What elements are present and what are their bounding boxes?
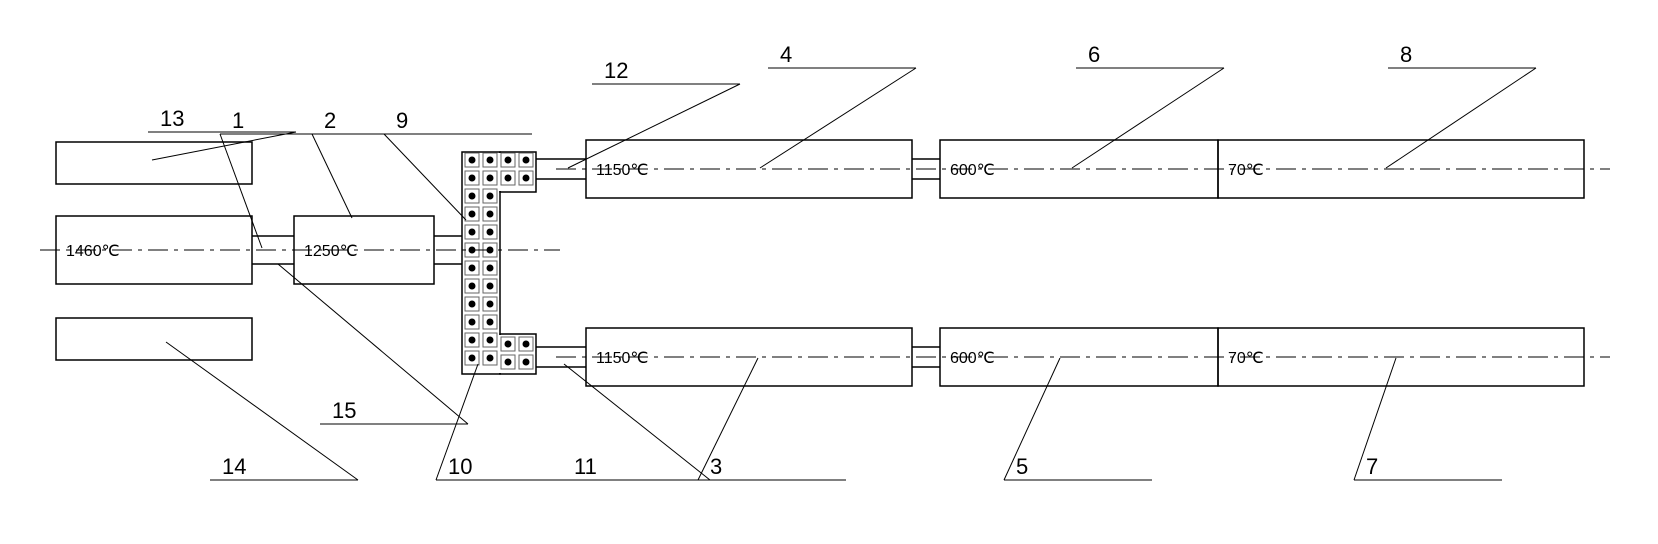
block-b7-value: 70℃ <box>1228 350 1264 367</box>
block-b1-value: 1460℃ <box>66 243 120 260</box>
label-5-leader <box>1004 358 1060 480</box>
label-3-leader <box>698 358 758 480</box>
label-13: 13 <box>160 106 184 131</box>
junction-dot <box>487 211 493 217</box>
junction-dot <box>505 175 511 181</box>
junction-dot <box>487 193 493 199</box>
junction-bottom-arm <box>500 334 536 374</box>
junction-dot <box>505 341 511 347</box>
junction-dot <box>523 157 529 163</box>
junction-dot <box>487 319 493 325</box>
label-7: 7 <box>1366 454 1378 479</box>
junction-dot <box>487 355 493 361</box>
label-5: 5 <box>1016 454 1028 479</box>
junction-dot <box>523 175 529 181</box>
label-2: 2 <box>324 108 336 133</box>
junction-dot <box>469 265 475 271</box>
label-14-leader <box>166 342 358 480</box>
label-6-leader <box>1072 68 1224 168</box>
junction-dot <box>487 283 493 289</box>
junction-dot <box>505 359 511 365</box>
junction-dot <box>469 355 475 361</box>
label-2-leader <box>312 134 352 218</box>
block-b13 <box>56 142 252 184</box>
junction-dot <box>469 229 475 235</box>
block-b3-value: 1150℃ <box>596 350 648 367</box>
junction-dot <box>469 301 475 307</box>
label-4: 4 <box>780 42 792 67</box>
label-8-leader <box>1386 68 1536 168</box>
junction-dot <box>469 319 475 325</box>
label-6: 6 <box>1088 42 1100 67</box>
label-14: 14 <box>222 454 246 479</box>
block-b8-value: 70℃ <box>1228 162 1264 179</box>
junction-dot <box>487 301 493 307</box>
block-b5-value: 600℃ <box>950 350 995 367</box>
junction-dot <box>469 157 475 163</box>
junction-dot <box>469 283 475 289</box>
label-15: 15 <box>332 398 356 423</box>
block-b2-value: 1250℃ <box>304 243 358 260</box>
junction-dot <box>469 211 475 217</box>
junction-dot <box>487 157 493 163</box>
label-13-leader <box>152 132 296 160</box>
label-4-leader <box>760 68 916 168</box>
junction-dot <box>487 175 493 181</box>
junction-dot <box>523 359 529 365</box>
junction-dot <box>469 337 475 343</box>
label-11: 11 <box>574 454 597 479</box>
label-12-leader <box>568 84 740 168</box>
label-3: 3 <box>710 454 722 479</box>
block-b14 <box>56 318 252 360</box>
label-8: 8 <box>1400 42 1412 67</box>
junction-dot <box>523 341 529 347</box>
label-10: 10 <box>448 454 472 479</box>
label-1: 1 <box>232 108 244 133</box>
junction-dot <box>469 175 475 181</box>
junction-dot <box>505 157 511 163</box>
diagram-canvas: 1460℃1250℃1150℃600℃70℃1150℃600℃70℃123456… <box>0 0 1658 544</box>
block-b4-value: 1150℃ <box>596 162 648 179</box>
label-12: 12 <box>604 58 628 83</box>
junction-dot <box>487 337 493 343</box>
label-9-leader <box>384 134 466 220</box>
junction-dot <box>469 193 475 199</box>
junction-dot <box>487 229 493 235</box>
block-b6-value: 600℃ <box>950 162 995 179</box>
junction-dot <box>487 265 493 271</box>
label-1-leader <box>220 134 262 248</box>
label-15-leader <box>278 264 468 424</box>
label-9: 9 <box>396 108 408 133</box>
